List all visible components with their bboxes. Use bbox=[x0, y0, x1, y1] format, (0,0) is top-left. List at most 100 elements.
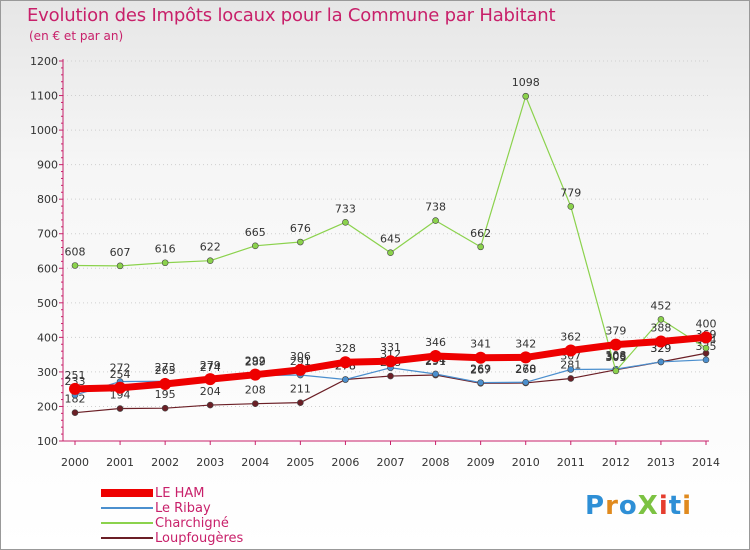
data-point-charchign- bbox=[702, 344, 710, 352]
data-label-le-ham: 306 bbox=[290, 350, 311, 363]
data-label-loupfoug-res: 195 bbox=[155, 388, 176, 401]
legend-item-charchigne: Charchigné bbox=[101, 515, 229, 531]
data-label-le-ham: 362 bbox=[560, 330, 581, 343]
data-point-loupfoug-res bbox=[116, 405, 124, 412]
data-label-charchign-: 676 bbox=[290, 222, 311, 235]
legend-swatch-le-ribay bbox=[101, 507, 153, 509]
data-label-loupfoug-res: 281 bbox=[560, 358, 581, 371]
data-point-le-ham bbox=[609, 338, 622, 351]
chart-subtitle: (en € et par an) bbox=[29, 29, 124, 43]
data-point-charchign- bbox=[657, 316, 665, 323]
data-point-charchign- bbox=[161, 259, 169, 267]
data-label-le-ribay: 272 bbox=[110, 362, 131, 375]
legend-label-loupfougeres: Loupfougères bbox=[155, 530, 244, 546]
data-label-le-ribay: 269 bbox=[470, 363, 491, 376]
data-point-loupfoug-res bbox=[297, 399, 304, 406]
data-point-le-ham bbox=[249, 368, 262, 381]
data-point-le-ham bbox=[564, 344, 577, 357]
data-point-le-ham bbox=[339, 356, 352, 369]
data-label-le-ribay: 289 bbox=[245, 356, 266, 369]
x-tick-label: 2000 bbox=[61, 456, 89, 469]
data-point-le-ribay bbox=[702, 356, 710, 364]
data-point-charchign- bbox=[251, 242, 259, 250]
data-point-loupfoug-res bbox=[161, 404, 169, 412]
x-tick-label: 2014 bbox=[692, 456, 720, 469]
y-tick-label: 200 bbox=[37, 400, 58, 413]
legend-item-le-ribay: Le Ribay bbox=[101, 500, 211, 516]
x-tick-label: 2010 bbox=[512, 456, 540, 469]
chart-title: Evolution des Impôts locaux pour la Comm… bbox=[27, 5, 556, 26]
data-point-le-ham bbox=[114, 381, 127, 394]
data-point-charchign- bbox=[387, 249, 394, 257]
x-tick-label: 2012 bbox=[602, 456, 630, 469]
data-point-loupfoug-res bbox=[387, 372, 394, 380]
data-label-le-ham: 388 bbox=[650, 322, 671, 335]
data-point-charchign- bbox=[612, 367, 620, 375]
logo-letter: r bbox=[605, 491, 619, 521]
data-point-le-ribay bbox=[477, 379, 484, 386]
legend-label-le-ribay: Le Ribay bbox=[155, 500, 211, 516]
logo-letter: P bbox=[585, 491, 606, 521]
legend-swatch-charchigne bbox=[101, 522, 153, 524]
legend-item-le-ham: LE HAM bbox=[101, 485, 205, 501]
data-label-loupfoug-res: 268 bbox=[515, 363, 536, 376]
x-tick-label: 2007 bbox=[377, 456, 405, 469]
data-label-le-ribay: 291 bbox=[290, 355, 311, 368]
data-label-charchign-: 607 bbox=[110, 246, 131, 259]
data-point-charchign- bbox=[297, 238, 304, 246]
data-point-loupfoug-res bbox=[567, 375, 575, 382]
data-label-charchign-: 733 bbox=[335, 202, 356, 215]
data-point-loupfoug-res bbox=[71, 409, 79, 416]
x-tick-label: 2003 bbox=[196, 456, 224, 469]
data-label-le-ribay: 274 bbox=[200, 361, 221, 374]
data-label-le-ham: 342 bbox=[515, 337, 536, 350]
y-tick-label: 1200 bbox=[30, 55, 58, 68]
data-point-le-ham bbox=[69, 382, 81, 395]
data-point-loupfoug-res bbox=[206, 401, 214, 409]
x-tick-label: 2006 bbox=[331, 456, 359, 469]
data-label-le-ham: 379 bbox=[605, 325, 626, 338]
data-label-charchign-: 608 bbox=[65, 246, 86, 259]
data-label-charchign-: 779 bbox=[560, 186, 581, 199]
data-point-charchign- bbox=[116, 262, 124, 270]
proxiti-logo: ProXiti bbox=[585, 491, 692, 521]
data-point-loupfoug-res bbox=[251, 400, 259, 407]
data-point-le-ham bbox=[654, 335, 667, 348]
data-label-charchign-: 303 bbox=[605, 351, 626, 364]
y-tick-label: 700 bbox=[37, 228, 58, 241]
data-label-le-ribay: 273 bbox=[155, 361, 176, 374]
data-label-loupfoug-res: 267 bbox=[470, 363, 491, 376]
data-label-le-ribay: 233 bbox=[65, 375, 86, 388]
data-label-le-ham: 279 bbox=[200, 359, 221, 372]
y-tick-label: 500 bbox=[37, 297, 58, 310]
data-point-le-ham bbox=[384, 355, 397, 368]
data-label-charchign-: 662 bbox=[470, 227, 491, 240]
data-point-le-ham bbox=[159, 378, 172, 390]
data-point-le-ham bbox=[429, 350, 442, 363]
data-point-charchign- bbox=[71, 262, 79, 269]
data-point-le-ribay bbox=[342, 376, 349, 383]
data-label-charchign-: 452 bbox=[650, 299, 671, 312]
y-tick-label: 100 bbox=[37, 435, 58, 448]
y-tick-label: 800 bbox=[37, 193, 58, 206]
x-tick-label: 2005 bbox=[286, 456, 314, 469]
legend-item-loupfougeres: Loupfougères bbox=[101, 530, 244, 546]
x-tick-label: 2002 bbox=[151, 456, 179, 469]
y-tick-label: 300 bbox=[37, 366, 58, 379]
x-tick-label: 2009 bbox=[467, 456, 495, 469]
legend-label-le-ham: LE HAM bbox=[155, 485, 205, 501]
data-point-le-ham bbox=[519, 351, 532, 364]
data-point-le-ribay bbox=[567, 366, 575, 373]
data-label-le-ham: 265 bbox=[155, 364, 176, 377]
legend-label-charchigne: Charchigné bbox=[155, 515, 229, 531]
legend-swatch-le-ham bbox=[101, 489, 153, 497]
data-label-le-ham: 400 bbox=[696, 317, 717, 330]
data-label-charchign-: 665 bbox=[245, 226, 266, 239]
data-label-loupfoug-res: 211 bbox=[290, 383, 311, 396]
data-label-le-ham: 292 bbox=[245, 355, 266, 368]
data-point-le-ribay bbox=[522, 378, 530, 386]
data-label-le-ham: 328 bbox=[335, 342, 356, 355]
x-tick-label: 2008 bbox=[422, 456, 450, 469]
data-point-charchign- bbox=[477, 243, 484, 251]
